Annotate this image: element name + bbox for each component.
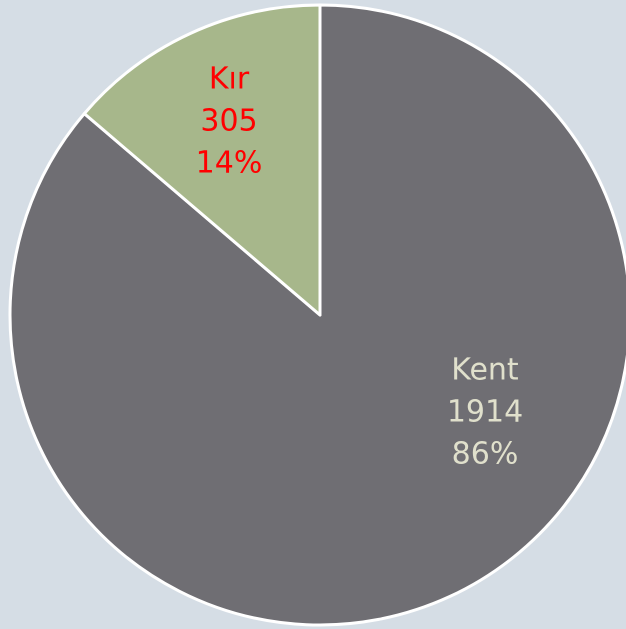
- slice-value: 305: [200, 104, 257, 139]
- slice-value: 1914: [447, 395, 523, 430]
- slice-name: Kent: [451, 353, 519, 388]
- slice-percent: 86%: [452, 437, 519, 472]
- slice-name: Kır: [209, 62, 250, 97]
- slice-percent: 14%: [196, 146, 263, 181]
- pie-slice: [82, 3, 322, 317]
